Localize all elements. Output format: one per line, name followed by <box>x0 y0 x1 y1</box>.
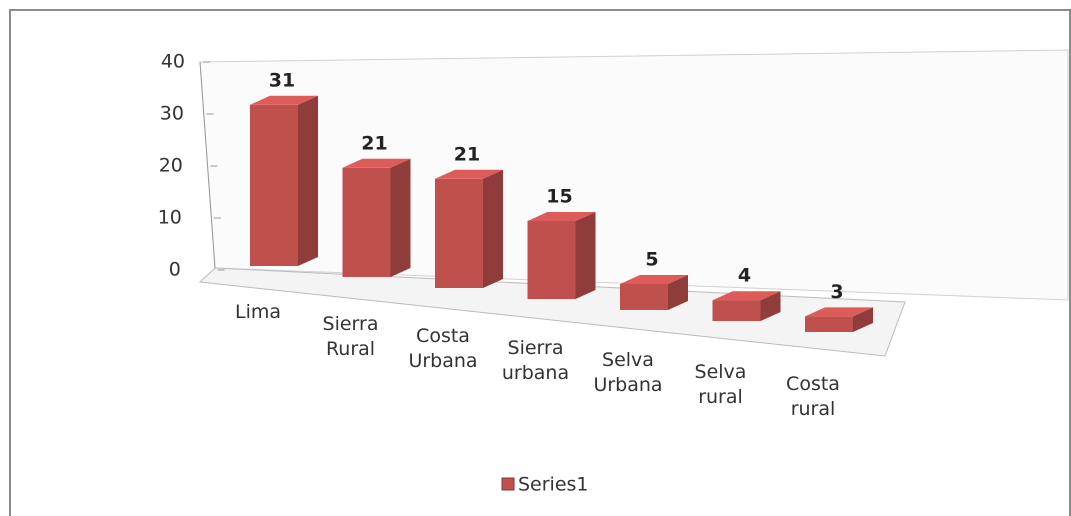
data-label: 5 <box>645 249 658 271</box>
bar-top <box>527 212 596 221</box>
x-tick-label: Lima <box>234 301 281 323</box>
x-tick-label: Selva Urbana <box>593 349 663 396</box>
data-label: 21 <box>361 132 387 154</box>
bar <box>527 221 576 299</box>
bar-side <box>575 212 596 299</box>
x-tick-label: Costa Urbana <box>408 325 478 372</box>
data-label: 4 <box>738 265 751 287</box>
data-label: 21 <box>454 143 480 165</box>
bar <box>620 284 668 310</box>
bar <box>805 316 853 332</box>
bar <box>435 178 483 288</box>
bar-top <box>805 307 873 317</box>
bar-side <box>483 169 503 288</box>
x-tick-label: Sierra urbana <box>501 337 570 384</box>
bar-side <box>390 158 411 277</box>
bar-top <box>342 158 411 168</box>
y-tick-label: 10 <box>158 207 182 229</box>
y-axis <box>199 61 216 269</box>
back-wall <box>199 49 1069 301</box>
bar <box>712 300 761 321</box>
bar-side <box>298 95 318 266</box>
bar-top <box>712 291 781 301</box>
legend-label: Series1 <box>518 474 589 496</box>
bar-top <box>250 95 318 105</box>
bar-top <box>435 169 503 179</box>
y-tick-label: 40 <box>161 51 185 73</box>
bar-side <box>853 307 873 332</box>
data-label: 31 <box>269 69 295 91</box>
data-label: 15 <box>546 186 572 208</box>
bar-side <box>760 291 781 321</box>
bar <box>250 104 298 266</box>
bar-side <box>668 275 688 310</box>
y-tick-label: 0 <box>169 259 181 281</box>
bar <box>342 167 391 277</box>
x-tick-label: Sierra Rural <box>322 313 379 360</box>
x-tick-label: Costa rural <box>786 373 840 420</box>
y-tick-label: 20 <box>159 155 183 177</box>
bar-top <box>620 275 688 284</box>
legend-swatch <box>501 477 515 491</box>
x-tick-label: Selva rural <box>694 361 747 408</box>
data-label: 3 <box>830 281 843 303</box>
y-tick-label: 30 <box>160 103 184 125</box>
